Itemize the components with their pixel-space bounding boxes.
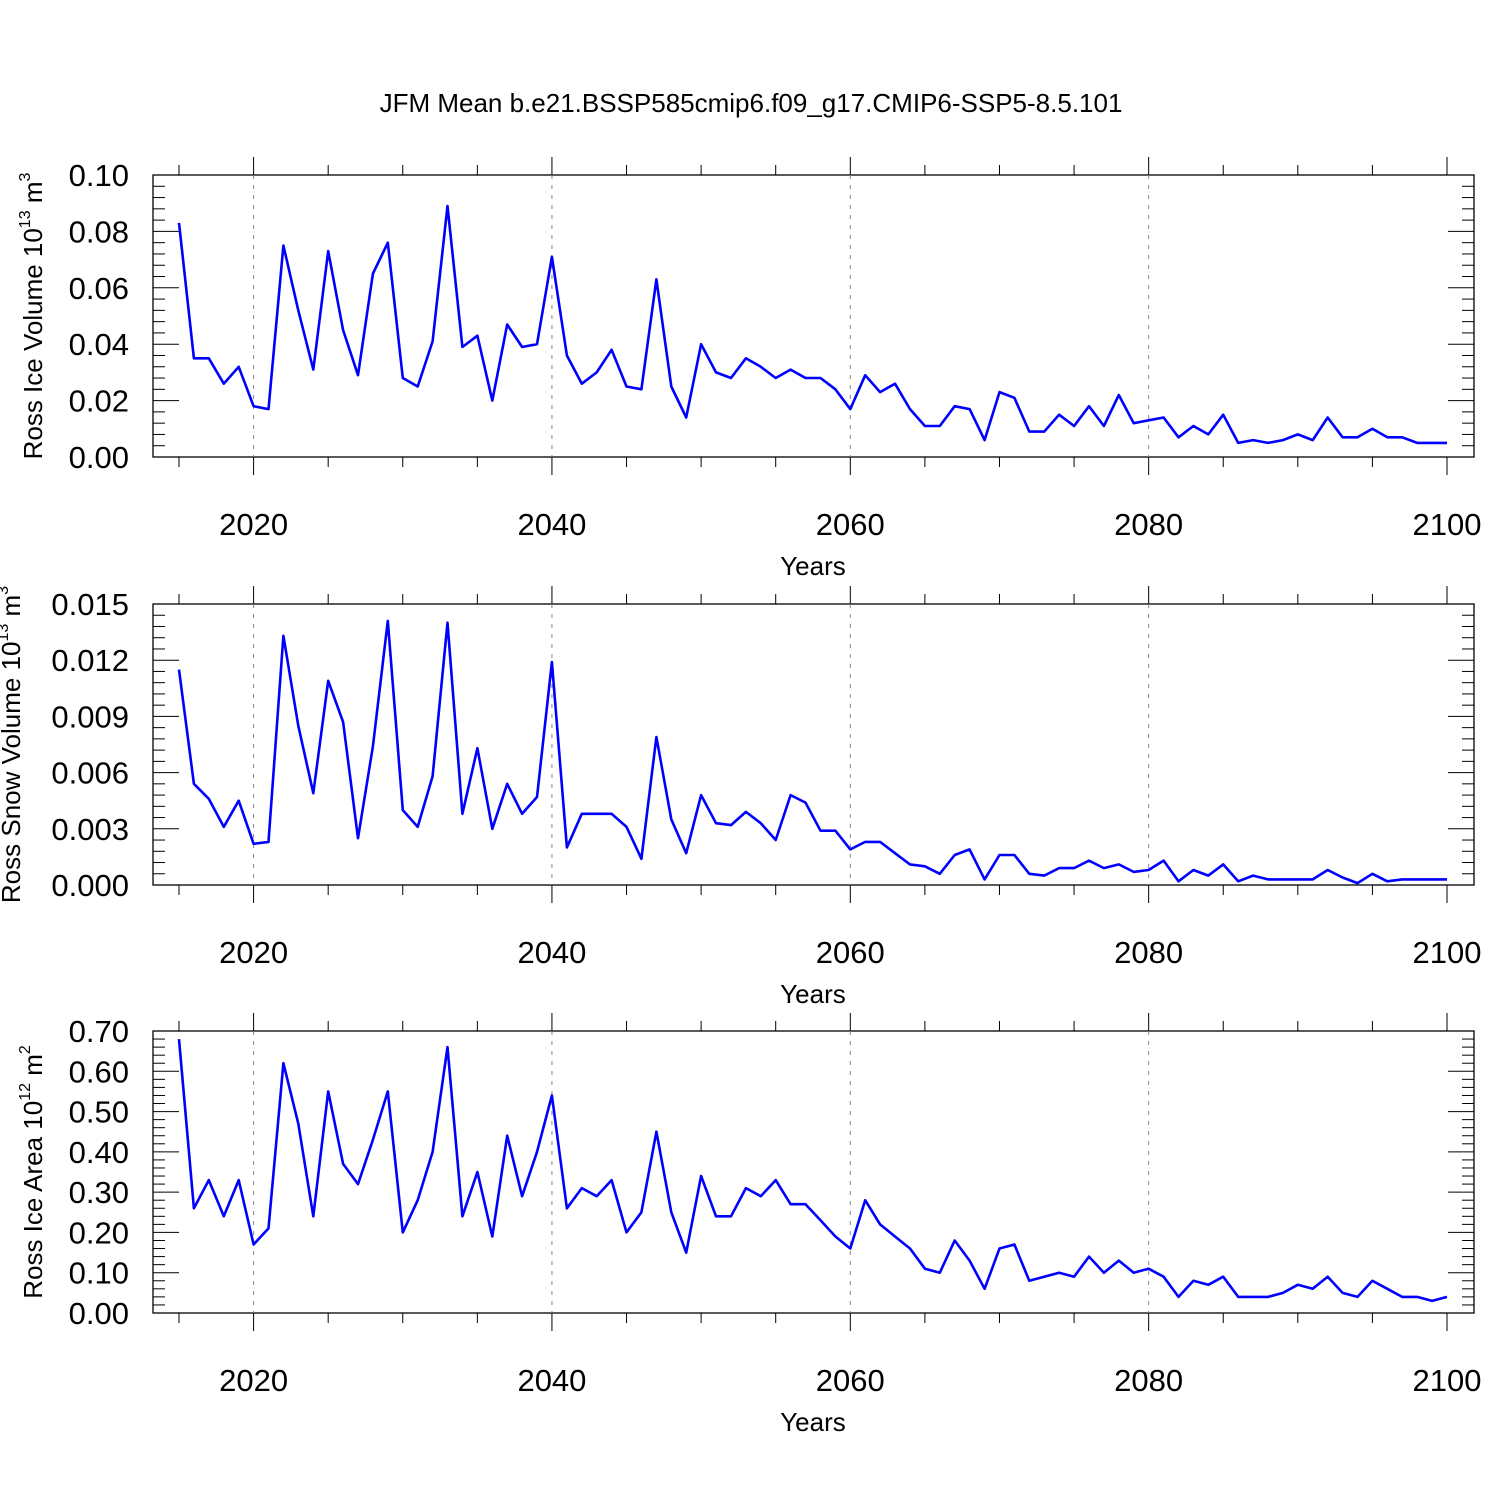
y-tick-label: 0.009 [51, 699, 129, 734]
y-axis-title: Ross Snow Volume 1013 m3 [0, 586, 26, 903]
y-tick-label: 0.012 [51, 643, 129, 678]
y-axis-title-part: 3 [17, 172, 34, 181]
x-axis-title: Years [780, 1407, 846, 1437]
y-axis-title-part: 10 [18, 228, 48, 257]
panel-3: 2020 2040 2060 2080 2100 Years 0.00 0.10 0.20 0.3… [17, 1013, 1481, 1437]
series-line-1 [177, 204, 1447, 445]
x-tick-label: 2040 [517, 935, 586, 970]
y-axis-title-part: 12 [17, 1083, 34, 1101]
x-tick-label: 2100 [1413, 1363, 1482, 1398]
chart-panels: 2020 2040 2060 2080 2100 Years 0.00 0.02 0.04 0.0… [0, 157, 1481, 1437]
plot-frame [152, 603, 1475, 886]
x-tick-label: 2060 [816, 1363, 885, 1398]
y-axis-title-part: 10 [0, 642, 26, 671]
y-axis-title-part: 3 [0, 586, 12, 595]
y-tick-label: 0.20 [69, 1215, 129, 1250]
x-tick-label: 2020 [219, 507, 288, 542]
y-axis-title: Ross Ice Area 1012 m2 [17, 1045, 48, 1299]
y-tick-label: 0.000 [51, 868, 129, 903]
x-tick-label: 2080 [1114, 507, 1183, 542]
chart-title: JFM Mean b.e21.BSSP585cmip6.f09_g17.CMIP… [380, 88, 1123, 118]
panel-2: 2020 2040 2060 2080 2100 Years 0.000 0.003 0.006… [0, 586, 1481, 1009]
y-tick-label: 0.08 [69, 214, 129, 249]
plot-frame [152, 1030, 1475, 1314]
y-tick-label: 0.60 [69, 1054, 129, 1089]
y-tick-label: 0.006 [51, 756, 129, 791]
series-line-1 [177, 1038, 1448, 1303]
y-axis-title-part: m [0, 595, 26, 624]
y-tick-label: 0.015 [51, 587, 129, 622]
x-axis-title: Years [780, 979, 846, 1009]
y-axis-title: Ross Ice Volume 1013 m3 [17, 172, 48, 459]
x-tick-label: 2100 [1413, 507, 1482, 542]
y-tick-label: 0.70 [69, 1014, 129, 1049]
y-tick-label: 0.10 [69, 1256, 129, 1291]
y-axis-title-part: 2 [17, 1045, 34, 1054]
plot-frame [152, 174, 1475, 458]
y-tick-label: 0.04 [69, 327, 129, 362]
y-tick-label: 0.02 [69, 384, 129, 419]
x-tick-label: 2020 [219, 1363, 288, 1398]
y-tick-label: 0.00 [69, 440, 129, 475]
x-tick-label: 2100 [1413, 935, 1482, 970]
y-tick-label: 0.00 [69, 1296, 129, 1331]
y-tick-label: 0.40 [69, 1135, 129, 1170]
x-axis-title: Years [780, 551, 846, 581]
x-tick-label: 2080 [1114, 1363, 1183, 1398]
y-tick-label: 0.10 [69, 158, 129, 193]
x-tick-label: 2040 [517, 1363, 586, 1398]
y-axis-title-part: m [18, 1054, 48, 1083]
y-axis-title-part: Ross Snow Volume [0, 670, 26, 903]
y-axis-title-part: 13 [0, 624, 12, 642]
series-line-1 [177, 619, 1447, 885]
y-axis-title-part: 10 [18, 1101, 48, 1130]
x-tick-label: 2080 [1114, 935, 1183, 970]
y-axis-title-part: m [18, 181, 48, 210]
x-tick-label: 2060 [816, 935, 885, 970]
y-tick-label: 0.06 [69, 271, 129, 306]
y-tick-label: 0.30 [69, 1175, 129, 1210]
y-axis-title-part: 13 [17, 210, 34, 228]
panel-1: 2020 2040 2060 2080 2100 Years 0.00 0.02 0.04 0.0… [17, 157, 1481, 581]
x-tick-label: 2040 [517, 507, 586, 542]
y-tick-label: 0.50 [69, 1095, 129, 1130]
y-tick-label: 0.003 [51, 812, 129, 847]
x-tick-label: 2060 [816, 507, 885, 542]
y-axis-title-part: Ross Ice Area [18, 1130, 48, 1299]
y-axis-title-part: Ross Ice Volume [18, 257, 48, 459]
x-tick-label: 2020 [219, 935, 288, 970]
